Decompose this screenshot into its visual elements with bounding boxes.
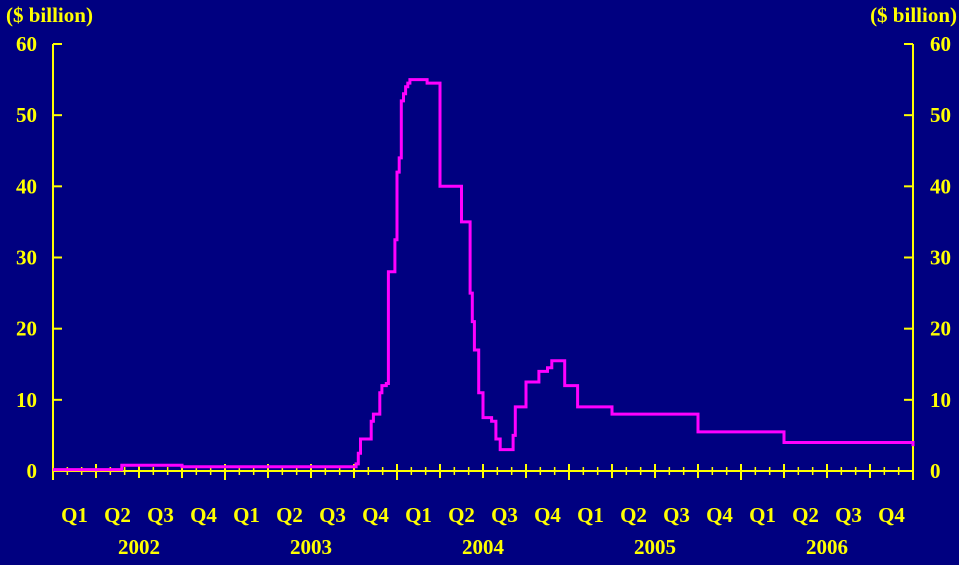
quarter-label: Q3 <box>491 503 518 527</box>
quarter-label: Q3 <box>663 503 690 527</box>
left-y-tick-label: 10 <box>16 388 37 412</box>
quarter-label: Q2 <box>792 503 819 527</box>
series-line <box>53 78 915 472</box>
quarter-label: Q4 <box>534 503 561 527</box>
right-y-tick-label: 20 <box>930 317 951 341</box>
quarter-label: Q3 <box>319 503 346 527</box>
axes <box>52 43 914 480</box>
year-label: 2005 <box>634 535 676 559</box>
tick-labels: 0 0 10 10 20 20 30 30 40 40 50 50 60 60 Q1 Q2 Q3 Q4 Q1 Q2 Q3… <box>16 32 951 559</box>
year-label: 2004 <box>462 535 505 559</box>
quarter-label: Q4 <box>190 503 217 527</box>
year-label: 2006 <box>806 535 848 559</box>
series-layer <box>53 78 915 472</box>
left-y-tick-label: 40 <box>16 174 37 198</box>
left-axis-unit-label: ($ billion) <box>6 3 93 27</box>
year-label: 2002 <box>118 535 160 559</box>
quarter-label: Q3 <box>835 503 862 527</box>
quarter-label: Q2 <box>104 503 131 527</box>
left-y-tick-label: 30 <box>16 246 37 270</box>
quarter-label: Q2 <box>276 503 303 527</box>
left-y-tick-label: 50 <box>16 103 37 127</box>
quarter-label: Q2 <box>620 503 647 527</box>
left-y-tick-label: 0 <box>27 459 38 483</box>
quarter-label: Q1 <box>749 503 776 527</box>
quarter-label: Q4 <box>878 503 905 527</box>
quarter-label: Q3 <box>147 503 174 527</box>
right-y-tick-label: 50 <box>930 103 951 127</box>
quarter-label: Q4 <box>706 503 733 527</box>
quarter-label: Q1 <box>233 503 260 527</box>
quarter-label: Q1 <box>61 503 88 527</box>
left-y-tick-label: 60 <box>16 32 37 56</box>
right-y-tick-label: 10 <box>930 388 951 412</box>
quarter-label: Q2 <box>448 503 475 527</box>
right-y-tick-label: 30 <box>930 246 951 270</box>
right-axis-unit-label: ($ billion) <box>870 3 957 27</box>
right-y-tick-label: 0 <box>930 459 941 483</box>
quarter-label: Q1 <box>577 503 604 527</box>
left-y-tick-label: 20 <box>16 317 37 341</box>
right-y-tick-label: 60 <box>930 32 951 56</box>
right-y-tick-label: 40 <box>930 174 951 198</box>
year-label: 2003 <box>290 535 332 559</box>
quarter-label: Q4 <box>362 503 389 527</box>
quarter-label: Q1 <box>405 503 432 527</box>
